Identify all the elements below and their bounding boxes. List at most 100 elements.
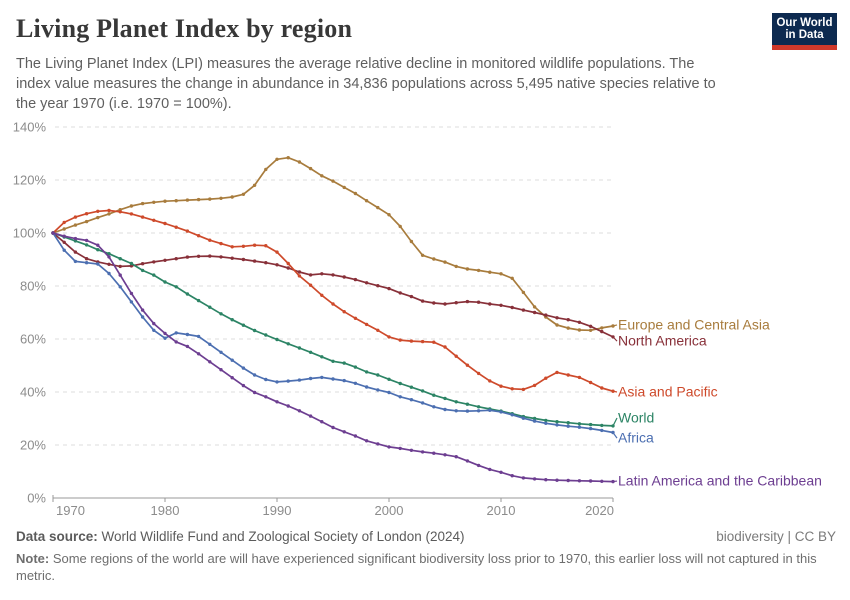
series-point-latin-america-and-the-caribbean — [96, 243, 100, 247]
series-line-world — [52, 232, 614, 427]
series-label-latin-america-and-the-caribbean[interactable]: Latin America and the Caribbean — [618, 473, 822, 489]
series-point-asia-and-pacific — [73, 215, 78, 219]
x-axis-tick-label-2020: 2020 — [585, 503, 614, 518]
series-point-world — [107, 252, 111, 256]
series-point-africa — [532, 419, 537, 423]
series-point-africa — [208, 342, 212, 346]
series-label-connector-africa — [612, 432, 618, 439]
series-point-asia-and-pacific — [465, 363, 470, 367]
series-point-world — [208, 305, 212, 309]
note-line: Note: Some regions of the world are will… — [16, 550, 824, 584]
owid-logo-red-stripe — [772, 45, 837, 50]
series-point-north-america — [420, 299, 425, 303]
series-point-asia-and-pacific — [443, 345, 447, 349]
series-label-asia-and-pacific[interactable]: Asia and Pacific — [618, 384, 718, 400]
series-point-latin-america-and-the-caribbean — [107, 255, 111, 259]
series-point-latin-america-and-the-caribbean — [443, 453, 447, 457]
series-point-north-america — [252, 259, 257, 263]
series-point-africa — [196, 334, 201, 339]
series-point-europe-and-central-asia — [376, 205, 380, 210]
series-point-world — [331, 359, 335, 363]
series-point-latin-america-and-the-caribbean — [555, 478, 559, 482]
series-point-asia-and-pacific — [219, 241, 223, 246]
series-point-asia-and-pacific — [432, 340, 436, 344]
series-point-africa — [409, 398, 414, 402]
series-point-asia-and-pacific — [308, 283, 313, 287]
series-point-world — [219, 312, 223, 316]
series-point-latin-america-and-the-caribbean — [118, 273, 122, 277]
series-point-asia-and-pacific — [420, 339, 425, 344]
series-point-africa — [488, 408, 492, 412]
series-point-africa — [566, 424, 570, 428]
series-point-africa — [129, 300, 134, 304]
series-point-europe-and-central-asia — [499, 272, 503, 276]
owid-logo-box: Our World in Data — [772, 13, 837, 45]
series-point-world — [96, 248, 100, 252]
series-point-north-america — [499, 303, 503, 307]
series-point-asia-and-pacific — [588, 380, 593, 385]
series-label-africa[interactable]: Africa — [618, 430, 654, 446]
x-axis-tick-label-1990: 1990 — [263, 503, 292, 518]
y-axis-tick-label-0: 0% — [27, 491, 46, 506]
series-point-africa — [544, 421, 548, 425]
owid-logo[interactable]: Our World in Data — [772, 13, 837, 50]
series-point-africa — [353, 381, 358, 385]
series-point-asia-and-pacific — [196, 234, 201, 238]
series-point-asia-and-pacific — [353, 316, 358, 320]
series-point-asia-and-pacific — [555, 370, 559, 375]
series-point-asia-and-pacific — [476, 371, 481, 376]
series-point-europe-and-central-asia — [465, 267, 470, 271]
series-point-asia-and-pacific — [611, 389, 615, 393]
series-point-europe-and-central-asia — [331, 179, 335, 183]
series-point-asia-and-pacific — [499, 384, 503, 388]
series-point-world — [432, 393, 436, 397]
series-point-north-america — [129, 264, 134, 268]
series-point-africa — [174, 331, 178, 335]
data-source-line: Data source: World Wildlife Fund and Zoo… — [16, 529, 464, 544]
subtitle-line-2: index value measures the change in abund… — [16, 76, 716, 92]
series-point-europe-and-central-asia — [252, 183, 257, 187]
series-point-world — [398, 381, 402, 386]
series-point-asia-and-pacific — [96, 209, 100, 213]
series-point-europe-and-central-asia — [297, 160, 302, 164]
series-point-latin-america-and-the-caribbean — [566, 478, 570, 483]
license-text[interactable]: biodiversity | CC BY — [716, 529, 836, 544]
series-point-europe-and-central-asia — [566, 326, 570, 330]
series-point-europe-and-central-asia — [387, 213, 391, 217]
series-point-north-america — [443, 302, 447, 306]
series-point-latin-america-and-the-caribbean — [532, 477, 537, 481]
series-point-world — [174, 285, 178, 289]
series-point-world — [308, 350, 313, 354]
series-point-europe-and-central-asia — [420, 253, 425, 257]
series-point-europe-and-central-asia — [532, 305, 537, 309]
series-point-north-america — [208, 254, 212, 258]
series-point-europe-and-central-asia — [140, 201, 145, 206]
series-point-north-america — [544, 313, 548, 317]
series-point-africa — [275, 380, 279, 384]
series-point-north-america — [62, 240, 66, 244]
series-point-latin-america-and-the-caribbean — [454, 455, 458, 459]
series-point-world — [544, 418, 548, 423]
series-point-africa — [331, 377, 335, 381]
y-axis-tick-label-80: 80% — [20, 279, 46, 294]
series-point-africa — [152, 328, 156, 332]
series-label-north-america[interactable]: North America — [618, 333, 707, 349]
series-point-world — [588, 422, 593, 427]
series-point-north-america — [84, 257, 89, 261]
series-point-asia-and-pacific — [342, 310, 346, 314]
series-point-asia-and-pacific — [454, 354, 458, 358]
series-point-europe-and-central-asia — [241, 192, 246, 196]
owid-logo-text-line1: Our World — [776, 16, 833, 29]
series-label-europe-and-central-asia[interactable]: Europe and Central Asia — [618, 316, 770, 332]
series-point-north-america — [353, 277, 358, 282]
series-point-asia-and-pacific — [376, 328, 380, 332]
x-axis-tick-label-1970: 1970 — [56, 503, 85, 518]
series-point-latin-america-and-the-caribbean — [297, 409, 302, 413]
series-point-latin-america-and-the-caribbean — [387, 445, 391, 449]
series-point-africa — [163, 336, 167, 340]
series-point-asia-and-pacific — [163, 221, 167, 226]
series-label-world[interactable]: World — [618, 409, 654, 425]
series-point-latin-america-and-the-caribbean — [84, 238, 89, 243]
data-source-text: World Wildlife Fund and Zoological Socie… — [97, 529, 465, 544]
series-point-africa — [577, 425, 582, 429]
